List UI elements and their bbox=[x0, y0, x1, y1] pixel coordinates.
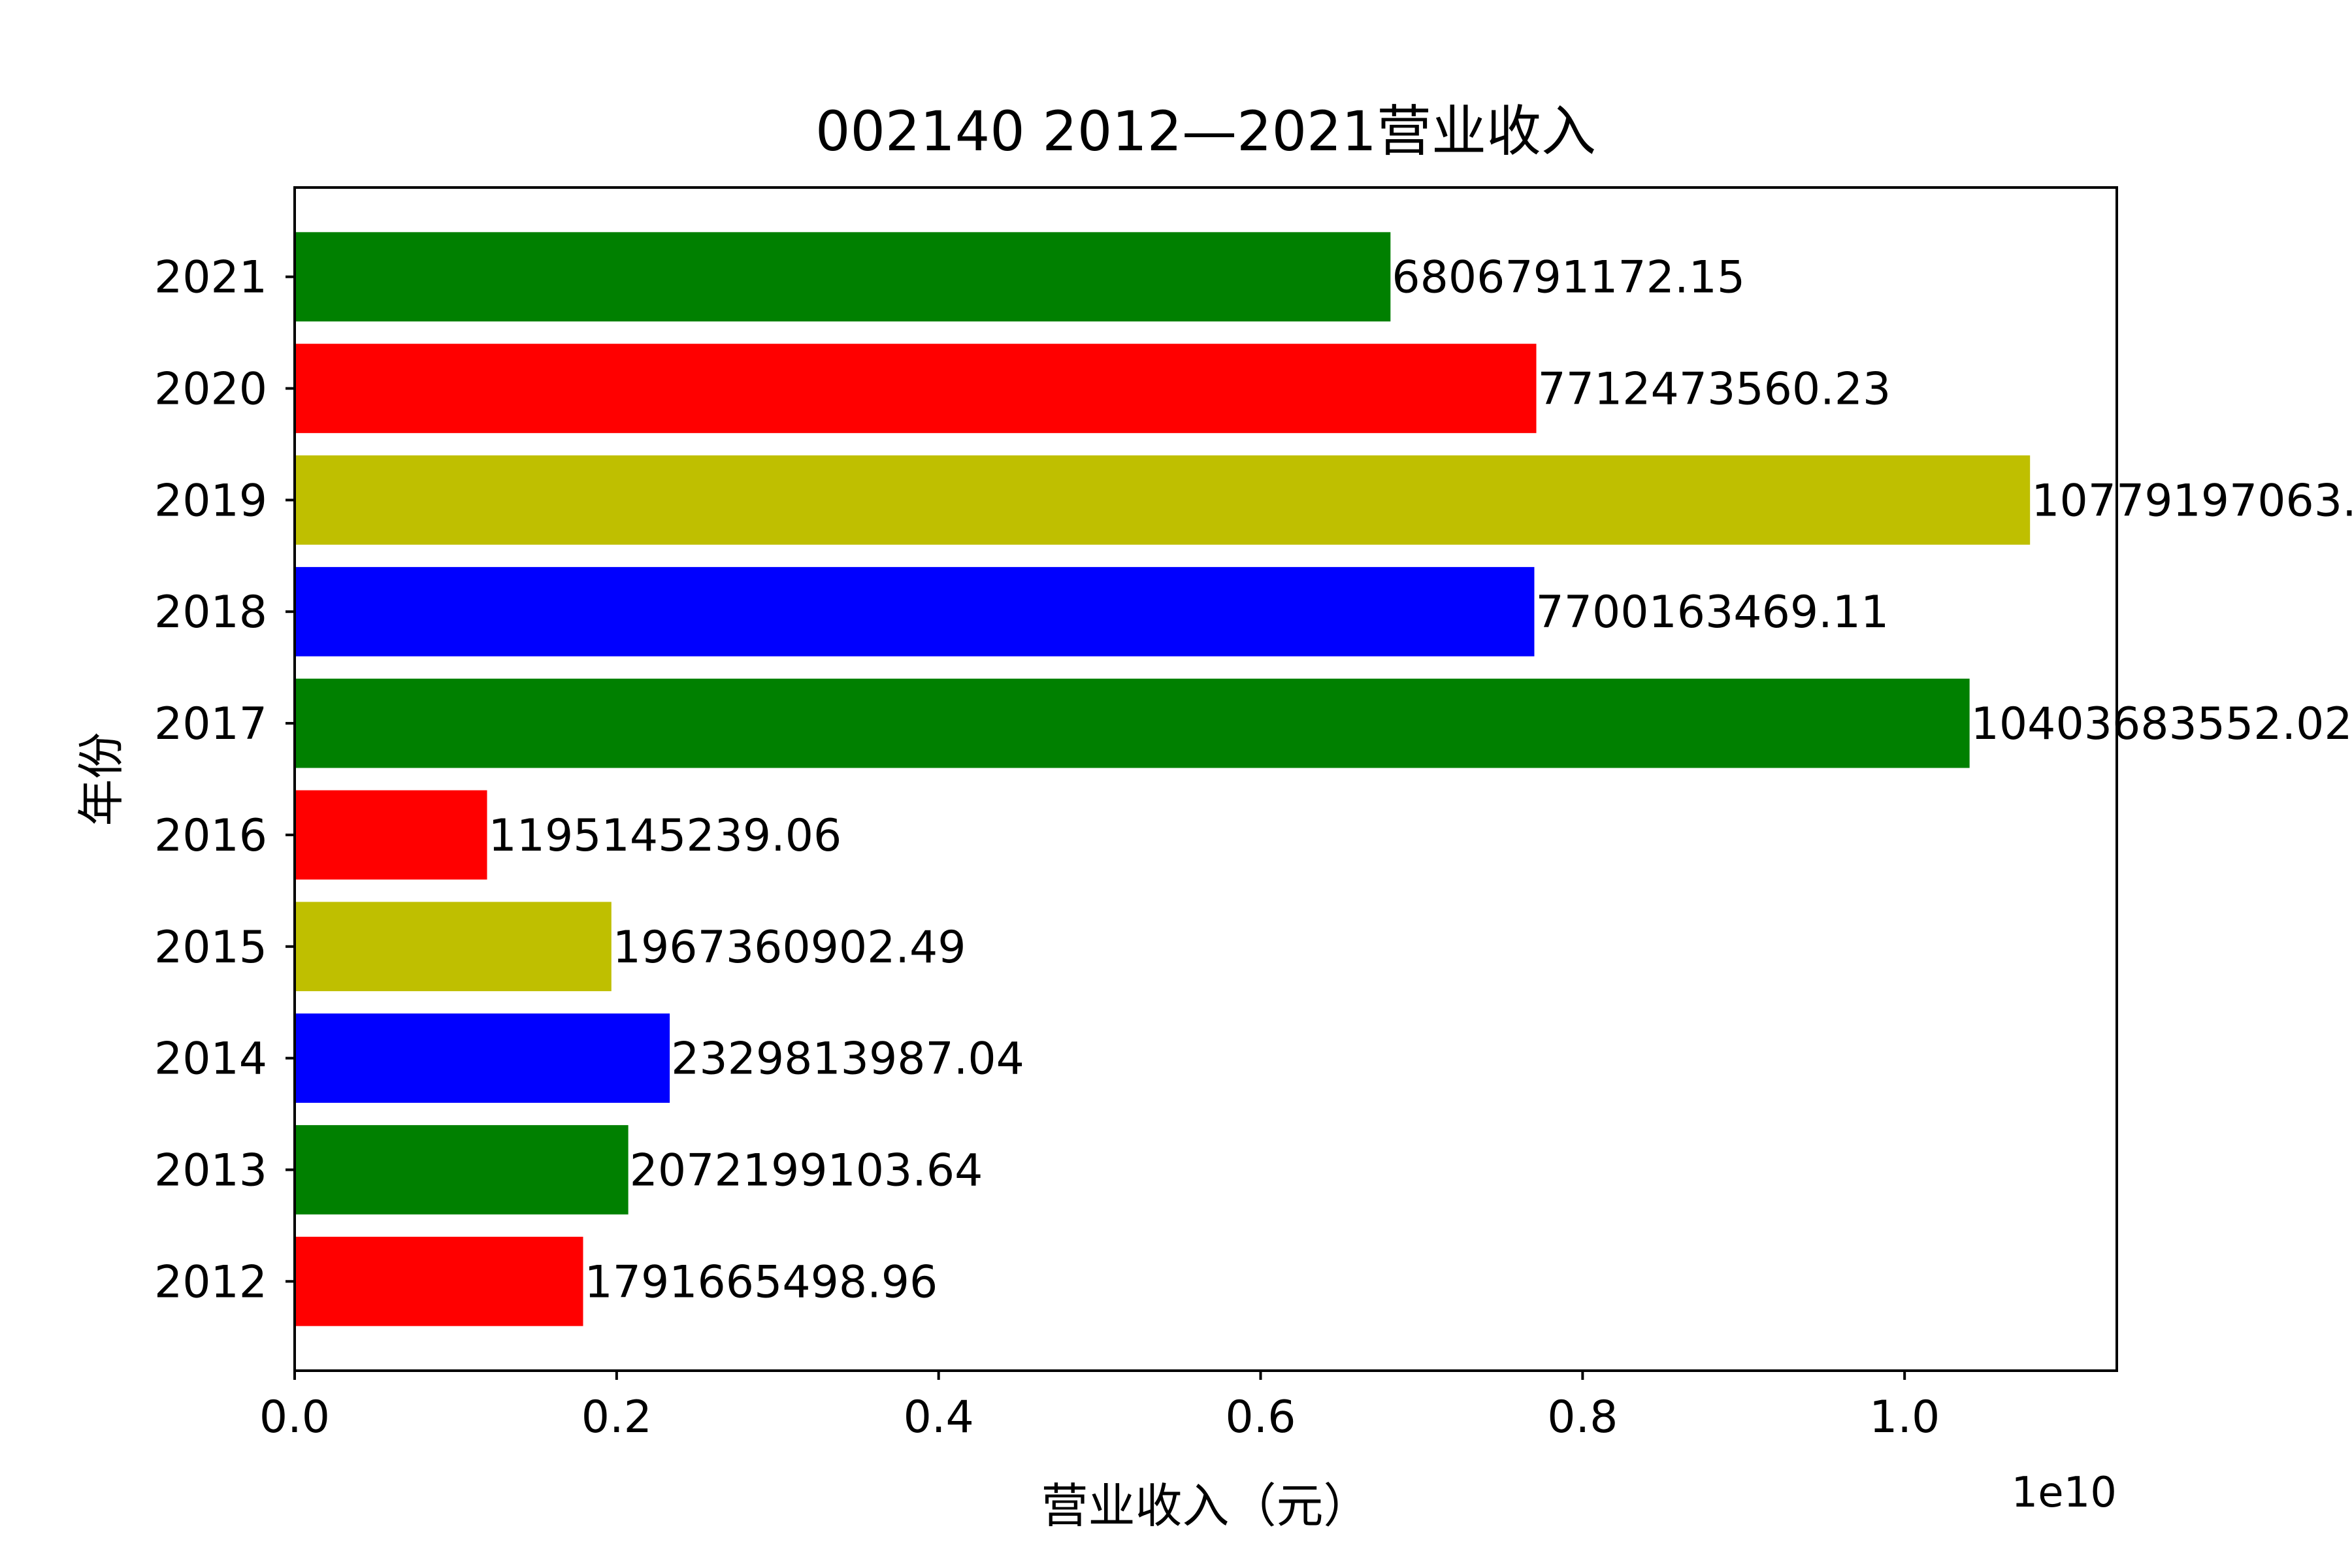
y-tick-label-2019: 2019 bbox=[154, 475, 267, 527]
x-tick-label-2: 0.4 bbox=[904, 1392, 974, 1443]
x-axis-offset-label: 1e10 bbox=[2011, 1469, 2117, 1517]
y-tick-label-2012: 2012 bbox=[154, 1256, 267, 1308]
data-label-2015: 1967360902.49 bbox=[613, 922, 966, 973]
chart-title: 002140 2012—2021营业收入 bbox=[815, 99, 1596, 163]
x-tick-label-4: 0.8 bbox=[1547, 1392, 1618, 1443]
data-label-2014: 2329813987.04 bbox=[671, 1034, 1024, 1085]
y-axis: 2012 2013 2014 2015 2016 2017 2018 2019 2020 2021 bbox=[154, 252, 295, 1308]
bar-2015 bbox=[295, 902, 612, 992]
bar-2016 bbox=[295, 790, 487, 880]
y-tick-label-2013: 2013 bbox=[154, 1145, 267, 1196]
data-label-2013: 2072199103.64 bbox=[630, 1145, 983, 1196]
x-tick-label-3: 0.6 bbox=[1225, 1392, 1296, 1443]
y-tick-label-2014: 2014 bbox=[154, 1034, 267, 1085]
bar-2019 bbox=[295, 455, 2031, 545]
data-label-2020: 7712473560.23 bbox=[1537, 364, 1891, 416]
x-tick-label-1: 0.2 bbox=[581, 1392, 652, 1443]
plot-frame bbox=[293, 186, 2118, 1372]
data-label-2012: 1791665498.96 bbox=[584, 1256, 938, 1308]
bars-group bbox=[295, 232, 2031, 1326]
data-label-2021: 6806791172.15 bbox=[1392, 252, 1745, 304]
data-label-2017: 10403683552.02 bbox=[1971, 698, 2352, 750]
data-label-2016: 1195145239.06 bbox=[489, 810, 842, 862]
x-tick-label-0: 0.0 bbox=[259, 1392, 330, 1443]
data-labels-group: 1791665498.96 2072199103.64 2329813987.04 1… bbox=[489, 252, 2352, 1309]
bar-2018 bbox=[295, 566, 1535, 657]
data-label-2019: 10779197063. bbox=[2031, 475, 2352, 527]
y-tick-label-2020: 2020 bbox=[154, 364, 267, 416]
bar-2017 bbox=[295, 678, 1970, 768]
y-tick-label-2017: 2017 bbox=[154, 698, 267, 750]
x-axis: 0.0 0.2 0.4 0.6 0.8 1.0 bbox=[259, 1371, 1940, 1443]
y-tick-label-2021: 2021 bbox=[154, 252, 267, 304]
bar-2012 bbox=[295, 1236, 583, 1326]
y-axis-label: 年份 bbox=[74, 732, 129, 826]
bar-2014 bbox=[295, 1013, 670, 1103]
x-tick-label-5: 1.0 bbox=[1869, 1392, 1940, 1443]
x-axis-label: 营业收入（元） bbox=[1041, 1478, 1370, 1533]
y-tick-label-2016: 2016 bbox=[154, 810, 267, 862]
y-tick-label-2018: 2018 bbox=[154, 587, 267, 638]
bar-2020 bbox=[295, 344, 1537, 433]
bar-2013 bbox=[295, 1125, 629, 1215]
bar-2021 bbox=[295, 232, 1391, 322]
data-label-2018: 7700163469.11 bbox=[1535, 587, 1889, 638]
y-tick-label-2015: 2015 bbox=[154, 922, 267, 973]
